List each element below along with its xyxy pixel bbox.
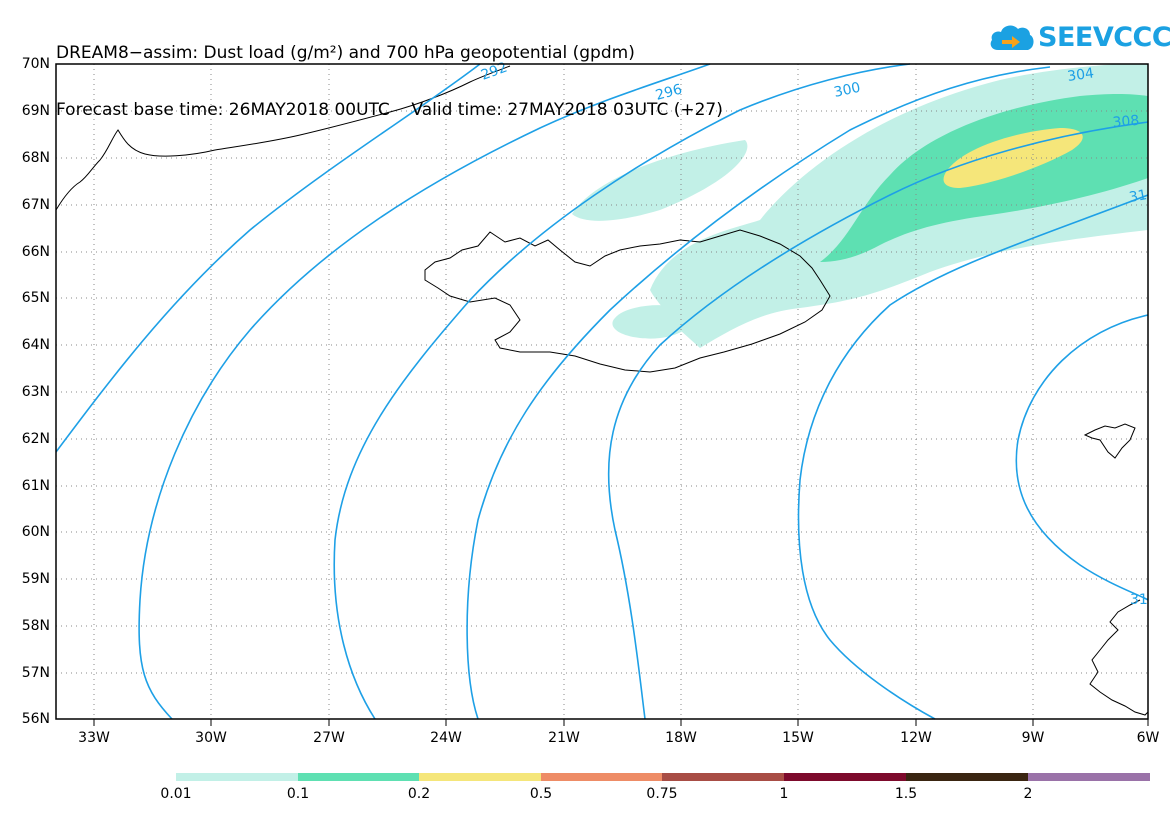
scotland-coast [1089, 599, 1149, 716]
dust-area-light [572, 140, 748, 221]
lon-label: 21W [548, 730, 580, 746]
lat-label: 58N [21, 618, 50, 634]
lat-label: 68N [21, 150, 50, 166]
lon-label: 12W [900, 730, 932, 746]
lat-label: 62N [21, 431, 50, 447]
colorbar-segment [784, 773, 906, 781]
contour-label: 300 [833, 80, 862, 101]
lat-label: 67N [21, 197, 50, 213]
title-line-1: DREAM8−assim: Dust load (g/m²) and 700 h… [56, 43, 635, 63]
colorbar-segment [176, 773, 298, 781]
lat-label: 56N [21, 711, 50, 727]
contour-label: 304 [1066, 65, 1095, 85]
seevccc-logo: SEEVCCC [988, 20, 1172, 58]
lat-label: 64N [21, 337, 50, 353]
contour-line [466, 66, 1051, 720]
colorbar-segment [419, 773, 541, 781]
faroe-islands [1083, 423, 1136, 459]
lat-label: 57N [21, 665, 50, 681]
lat-label: 63N [21, 384, 50, 400]
lat-label: 66N [21, 244, 50, 260]
contour-line [333, 63, 911, 720]
colorbar-label: 0.75 [646, 786, 678, 802]
iceland-coast [424, 229, 831, 373]
lon-label: 27W [313, 730, 345, 746]
lat-label: 70N [21, 56, 50, 72]
axis-ticks [93, 719, 1149, 726]
colorbar-segment [541, 773, 662, 781]
colorbar-label: 2 [1023, 786, 1033, 802]
contour-line [797, 194, 1149, 720]
contour-label: 308 [1112, 113, 1140, 131]
map-frame [55, 63, 1149, 720]
contour-label: 296 [654, 81, 684, 103]
contour-label: 31 [1130, 592, 1148, 608]
colorbar-segment [1028, 773, 1150, 781]
contour-line [1015, 314, 1149, 601]
colorbar-segment [298, 773, 419, 781]
colorbar-segment [906, 773, 1028, 781]
contour-line [138, 63, 711, 720]
contour-label: 31 [1128, 187, 1148, 206]
lon-label: 6W [1136, 730, 1160, 746]
map-title: DREAM8−assim: Dust load (g/m²) and 700 h… [56, 6, 723, 139]
title-line-2: Forecast base time: 26MAY2018 00UTC Vali… [56, 100, 723, 120]
contour-line [607, 121, 1149, 720]
graticule [56, 64, 1148, 719]
lat-label: 60N [21, 524, 50, 540]
lon-label: 18W [665, 730, 697, 746]
logo-text: SEEVCCC [1038, 22, 1172, 53]
colorbar-label: 0.2 [407, 786, 431, 802]
colorbar-label: 1.5 [894, 786, 918, 802]
colorbar-label: 0.1 [286, 786, 310, 802]
geopotential-contours [55, 63, 1149, 720]
colorbar-label: 0.01 [160, 786, 192, 802]
dust-area-heavy [943, 128, 1083, 188]
lat-label: 59N [21, 571, 50, 587]
lon-label: 30W [195, 730, 227, 746]
lon-label: 9W [1021, 730, 1045, 746]
colorbar-segment [662, 773, 784, 781]
lon-label: 15W [782, 730, 814, 746]
colorbar [176, 773, 1150, 781]
cloud-icon [990, 25, 1034, 50]
lat-label: 61N [21, 478, 50, 494]
colorbar-label: 1 [779, 786, 789, 802]
lat-label: 69N [21, 103, 50, 119]
lon-label: 24W [430, 730, 462, 746]
lon-label: 33W [78, 730, 110, 746]
lat-label: 65N [21, 290, 50, 306]
colorbar-label: 0.5 [529, 786, 553, 802]
contour-line [55, 63, 481, 453]
